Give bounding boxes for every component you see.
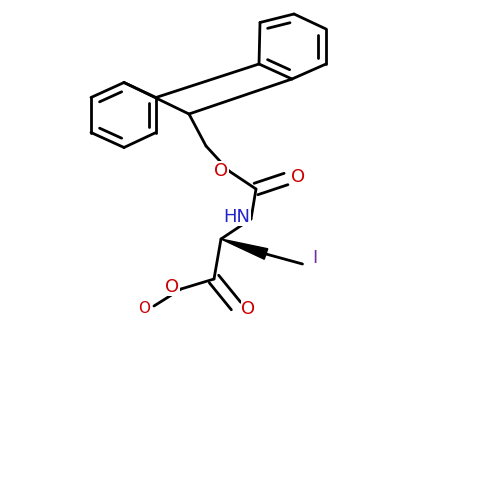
Text: O: O bbox=[165, 278, 179, 295]
Text: O: O bbox=[138, 301, 150, 316]
Text: O: O bbox=[242, 300, 256, 318]
Text: HN: HN bbox=[224, 208, 250, 226]
Polygon shape bbox=[221, 239, 268, 259]
Text: I: I bbox=[312, 249, 318, 267]
Text: O: O bbox=[292, 168, 306, 186]
Text: O: O bbox=[214, 162, 228, 180]
